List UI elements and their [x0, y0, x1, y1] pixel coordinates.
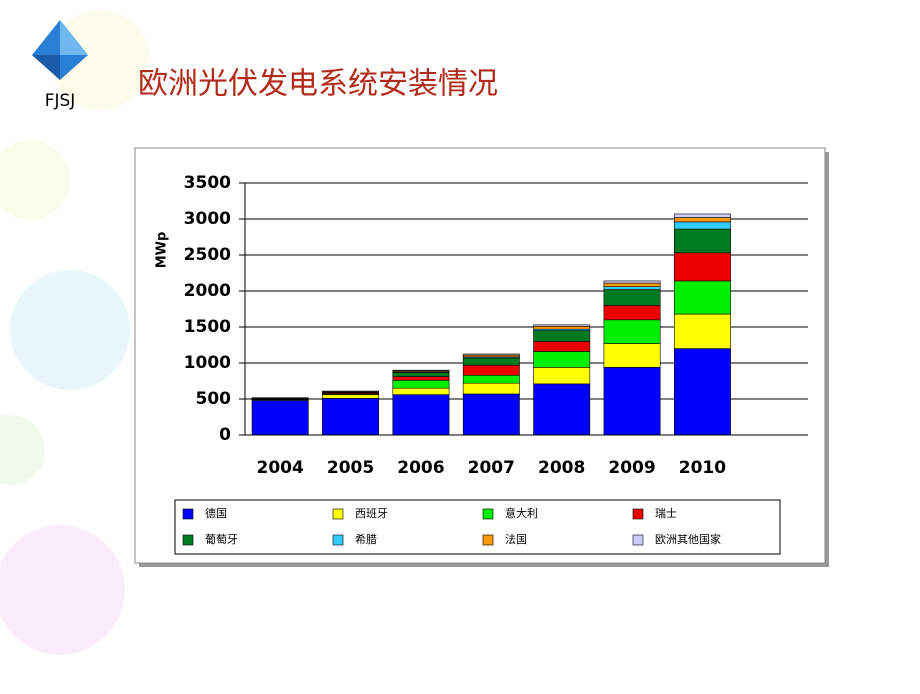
legend-swatch: [633, 509, 643, 519]
logo-text: FJSJ: [45, 91, 76, 111]
bar-segment: [674, 222, 730, 229]
bar-segment: [604, 287, 660, 290]
bar-segment: [674, 218, 730, 222]
bar-segment: [252, 398, 308, 399]
legend-swatch: [183, 509, 193, 519]
bar-segment: [534, 325, 590, 326]
bar-segment: [604, 305, 660, 319]
bar-segment: [674, 214, 730, 218]
x-tick-label: 2005: [327, 458, 374, 478]
bar-segment: [674, 253, 730, 281]
y-tick-label: 3500: [184, 173, 231, 193]
bar-segment: [674, 229, 730, 253]
x-tick-label: 2009: [608, 458, 655, 478]
bar-segment: [604, 367, 660, 435]
y-tick-label: 2000: [184, 281, 231, 301]
legend-label: 德国: [205, 506, 227, 520]
bar-segment: [674, 281, 730, 314]
legend-swatch: [483, 509, 493, 519]
legend-label: 欧洲其他国家: [655, 532, 721, 546]
bar-segment: [604, 283, 660, 287]
x-tick-label: 2010: [679, 458, 726, 478]
legend-label: 瑞士: [655, 506, 677, 520]
bar-segment: [393, 388, 449, 394]
bar-segment: [322, 398, 378, 435]
legend-label: 西班牙: [355, 507, 388, 520]
bar-segment: [604, 344, 660, 368]
y-tick-label: 3000: [184, 209, 231, 229]
y-tick-label: 500: [196, 389, 232, 409]
x-tick-label: 2007: [468, 458, 515, 478]
bar-segment: [463, 394, 519, 435]
bar-segment: [393, 380, 449, 388]
bar-segment: [534, 384, 590, 435]
bar-segment: [463, 375, 519, 383]
bar-segment: [463, 354, 519, 355]
y-axis-label: MWp: [155, 232, 170, 269]
legend-label: 希腊: [355, 532, 377, 546]
bar-segment: [393, 370, 449, 371]
legend-label: 葡萄牙: [205, 533, 238, 546]
bar-segment: [463, 358, 519, 365]
y-tick-label: 1500: [184, 317, 231, 337]
y-tick-label: 0: [219, 425, 231, 445]
bar-segment: [463, 383, 519, 394]
slide-title: 欧洲光伏发电系统安装情况: [138, 67, 498, 102]
bar-segment: [534, 367, 590, 384]
bar-segment: [534, 326, 590, 329]
bar-segment: [604, 290, 660, 306]
bar-segment: [604, 320, 660, 344]
legend-swatch: [333, 535, 343, 545]
legend-swatch: [333, 509, 343, 519]
x-tick-label: 2008: [538, 458, 585, 478]
bar-segment: [604, 281, 660, 283]
legend-label: 意大利: [505, 506, 538, 520]
bar-segment: [534, 341, 590, 351]
bar-segment: [393, 372, 449, 376]
bar-segment: [322, 391, 378, 392]
legend-swatch: [183, 535, 193, 545]
bar-segment: [674, 314, 730, 349]
y-tick-label: 2500: [184, 245, 231, 265]
legend-swatch: [483, 535, 493, 545]
bar-segment: [463, 365, 519, 375]
bar-segment: [393, 395, 449, 435]
legend-label: 法国: [505, 532, 527, 546]
bar-segment: [534, 331, 590, 342]
bar-segment: [534, 351, 590, 367]
bar-segment: [322, 395, 378, 399]
legend-swatch: [633, 535, 643, 545]
x-tick-label: 2006: [397, 458, 444, 478]
bar-segment: [393, 377, 449, 381]
x-tick-label: 2004: [257, 458, 304, 478]
y-tick-label: 1000: [184, 353, 231, 373]
bar-segment: [252, 400, 308, 435]
bar-segment: [674, 349, 730, 435]
